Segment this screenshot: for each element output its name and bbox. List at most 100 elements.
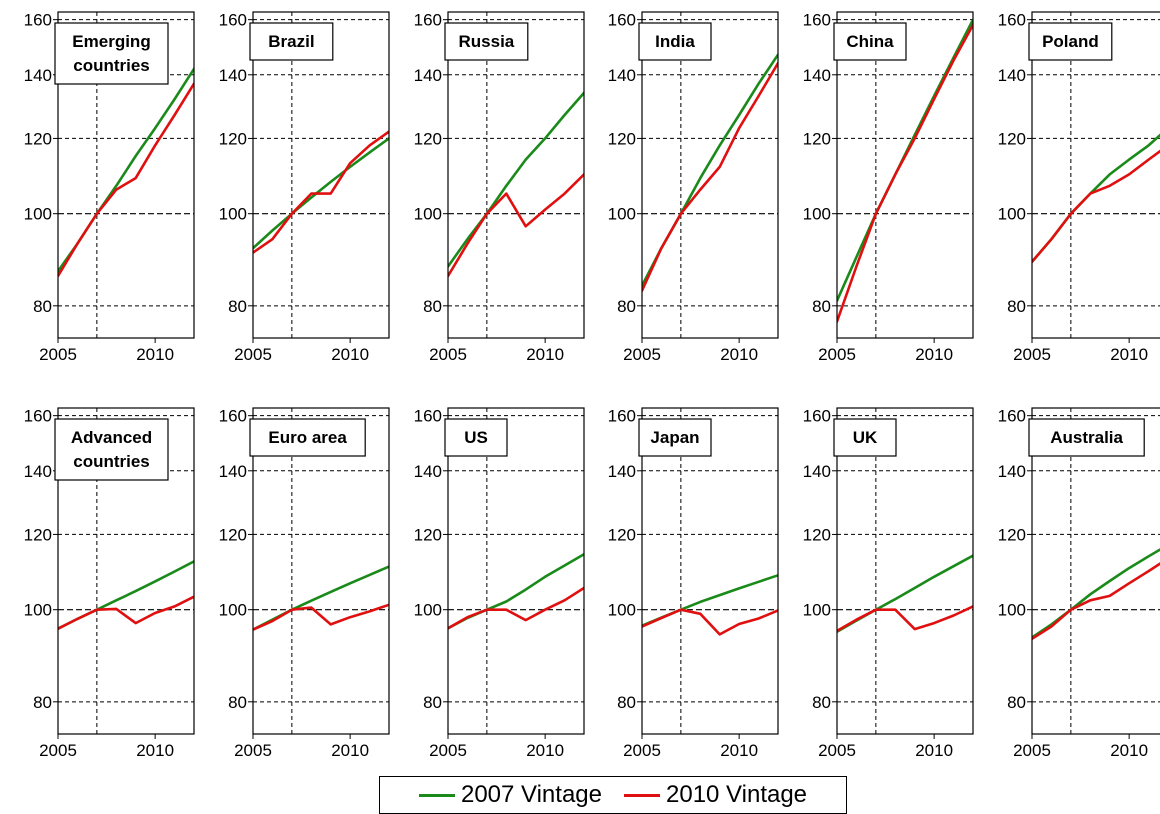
- y-tick-label: 100: [803, 601, 831, 620]
- panel-frame: [1031, 11, 1160, 339]
- x-tick-label: 2005: [818, 345, 856, 364]
- series-group: [642, 573, 778, 636]
- x-tick-label: 2005: [234, 741, 272, 760]
- y-tick-label: 140: [608, 462, 636, 481]
- chart-panel: 80 100 120 140 160 2005 2010 Japan: [608, 407, 779, 760]
- series-line: [1032, 133, 1160, 264]
- y-tick-label: 100: [608, 205, 636, 224]
- panel-title-box: [1028, 418, 1145, 457]
- legend-swatch-2010: [624, 793, 660, 797]
- y-tick-label: 160: [24, 11, 52, 30]
- series-line: [253, 137, 389, 250]
- y-tick-label: 80: [423, 297, 442, 316]
- x-tick-label: 2005: [39, 345, 77, 364]
- x-tick-label: 2005: [1013, 741, 1051, 760]
- panel-frame: [641, 407, 779, 735]
- panel-title: US: [464, 428, 488, 447]
- chart-panel: 80 100 120 140 160 2005 2010 Australia: [998, 407, 1160, 760]
- y-tick-label: 160: [219, 11, 247, 30]
- y-tick-label: 100: [24, 205, 52, 224]
- series-line: [58, 82, 194, 278]
- chart-panel: 80 100 120 140 160 2005 2010 UK: [803, 407, 974, 760]
- y-tick-label: 100: [24, 601, 52, 620]
- x-tick-label: 2010: [331, 741, 369, 760]
- x-tick-label: 2010: [720, 741, 758, 760]
- y-tick-label: 80: [812, 693, 831, 712]
- y-tick-label: 80: [617, 693, 636, 712]
- legend-label-2007: 2007 Vintage: [460, 781, 602, 808]
- panel-title: China: [846, 32, 894, 51]
- x-tick-label: 2005: [623, 741, 661, 760]
- x-tick-label: 2005: [1013, 345, 1051, 364]
- series-group: [1032, 548, 1160, 641]
- x-tick-label: 2010: [720, 345, 758, 364]
- y-tick-label: 160: [24, 407, 52, 426]
- y-tick-label: 120: [608, 129, 636, 148]
- x-tick-label: 2005: [818, 741, 856, 760]
- x-tick-label: 2010: [136, 741, 174, 760]
- y-tick-label: 140: [803, 462, 831, 481]
- y-tick-label: 140: [998, 66, 1026, 85]
- chart-panel: 80 100 120 140 160 2005 2010 Emerging countries: [24, 11, 195, 364]
- y-tick-label: 160: [219, 407, 247, 426]
- series-group: [253, 565, 389, 631]
- y-tick-label: 100: [998, 601, 1026, 620]
- panel-frame: [641, 11, 779, 339]
- panel-title-box: [249, 22, 334, 61]
- series-line: [1032, 149, 1160, 264]
- panel-frame: [57, 407, 195, 735]
- y-tick-label: 80: [1007, 693, 1026, 712]
- y-tick-label: 160: [608, 11, 636, 30]
- chart-panel: 80 100 120 140 160 2005 2010 China: [803, 11, 974, 364]
- series-line: [448, 91, 584, 268]
- y-tick-label: 100: [219, 601, 247, 620]
- x-tick-label: 2010: [1110, 345, 1148, 364]
- panel-title: Australia: [1050, 428, 1123, 447]
- panel-frame: [57, 11, 195, 339]
- x-tick-label: 2005: [623, 345, 661, 364]
- chart-legend: 2007 Vintage 2010 Vintage: [379, 776, 847, 814]
- x-tick-label: 2010: [915, 345, 953, 364]
- y-tick-label: 120: [24, 525, 52, 544]
- y-tick-label: 140: [24, 462, 52, 481]
- y-tick-label: 120: [414, 525, 442, 544]
- series-group: [448, 91, 584, 278]
- legend-item-2007: 2007 Vintage: [418, 781, 602, 809]
- y-tick-label: 140: [608, 66, 636, 85]
- y-tick-label: 120: [24, 129, 52, 148]
- panel-title: Poland: [1042, 32, 1099, 51]
- chart-panel: 80 100 120 140 160 2005 2010 Euro area: [219, 407, 390, 760]
- y-tick-label: 120: [803, 525, 831, 544]
- chart-panel: 80 100 120 140 160 2005 2010 US: [414, 407, 585, 760]
- y-tick-label: 140: [803, 66, 831, 85]
- legend-item-2010: 2010 Vintage: [624, 781, 807, 809]
- panel-title: countries: [73, 452, 150, 471]
- panel-frame: [836, 11, 974, 339]
- y-tick-label: 100: [219, 205, 247, 224]
- y-tick-label: 140: [219, 66, 247, 85]
- panel-title: Emerging: [72, 32, 150, 51]
- series-group: [58, 67, 194, 278]
- panel-frame: [836, 407, 974, 735]
- y-tick-label: 160: [608, 407, 636, 426]
- chart-panel: 80 100 120 140 160 2005 2010 Brazil: [219, 11, 390, 364]
- x-tick-label: 2005: [429, 345, 467, 364]
- series-line: [837, 605, 973, 633]
- chart-panel: 80 100 120 140 160 2005 2010 Advanced countries: [24, 407, 195, 760]
- y-tick-label: 80: [33, 297, 52, 316]
- panel-title-box: [54, 418, 169, 481]
- legend-label-2010: 2010 Vintage: [666, 781, 808, 808]
- series-group: [253, 130, 389, 254]
- panel-title: Russia: [459, 32, 515, 51]
- y-tick-label: 160: [803, 11, 831, 30]
- x-tick-label: 2010: [526, 741, 564, 760]
- series-line: [642, 61, 778, 292]
- legend-swatch-2007: [418, 793, 455, 797]
- x-tick-label: 2010: [526, 345, 564, 364]
- y-tick-label: 160: [803, 407, 831, 426]
- panel-title: countries: [73, 56, 150, 75]
- x-tick-label: 2010: [915, 741, 953, 760]
- panel-frame: [1031, 407, 1160, 735]
- panel-title: Euro area: [268, 428, 347, 447]
